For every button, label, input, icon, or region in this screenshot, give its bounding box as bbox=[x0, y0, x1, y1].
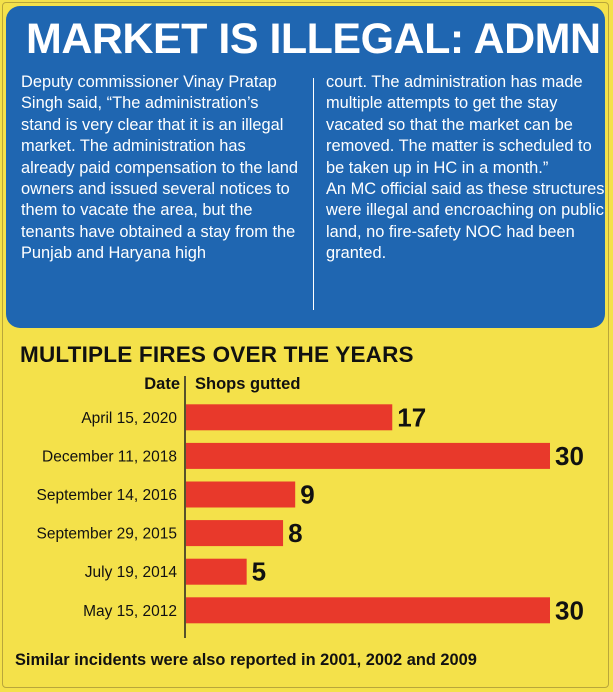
bar-value-label: 9 bbox=[300, 480, 314, 510]
bar bbox=[186, 597, 550, 624]
market-illegal-panel: MARKET IS ILLEGAL: ADMN Deputy commissio… bbox=[6, 6, 605, 328]
bar-value-label: 17 bbox=[397, 402, 426, 432]
shops-column-header: Shops gutted bbox=[195, 375, 301, 393]
bar bbox=[186, 404, 393, 431]
bar-value-label: 8 bbox=[288, 518, 302, 548]
bar bbox=[186, 520, 284, 547]
column-divider bbox=[313, 78, 314, 310]
footnote: Similar incidents were also reported in … bbox=[15, 651, 477, 669]
body-text-left: Deputy commissioner Vinay Pratap Singh s… bbox=[21, 73, 299, 263]
bar bbox=[186, 481, 296, 508]
body-text-right-para-1: court. The administration has made multi… bbox=[326, 73, 592, 177]
bar bbox=[186, 558, 247, 585]
category-label: April 15, 2020 bbox=[81, 410, 177, 427]
date-column-header: Date bbox=[144, 375, 180, 393]
body-text-right-para-2: An MC official said as these structures … bbox=[326, 180, 605, 263]
category-label: July 19, 2014 bbox=[85, 564, 178, 581]
bar bbox=[186, 442, 550, 469]
category-label: September 14, 2016 bbox=[37, 487, 177, 504]
category-label: September 29, 2015 bbox=[37, 526, 177, 543]
bar-value-label: 30 bbox=[555, 595, 584, 625]
bar-value-label: 30 bbox=[555, 441, 584, 471]
category-label: May 15, 2012 bbox=[83, 603, 177, 620]
bar-value-label: 5 bbox=[252, 557, 266, 587]
body-text-right: court. The administration has made multi… bbox=[326, 72, 608, 265]
headline: MARKET IS ILLEGAL: ADMN bbox=[26, 15, 601, 63]
category-label: December 11, 2018 bbox=[42, 448, 177, 465]
chart-title: MULTIPLE FIRES OVER THE YEARS bbox=[20, 342, 414, 367]
